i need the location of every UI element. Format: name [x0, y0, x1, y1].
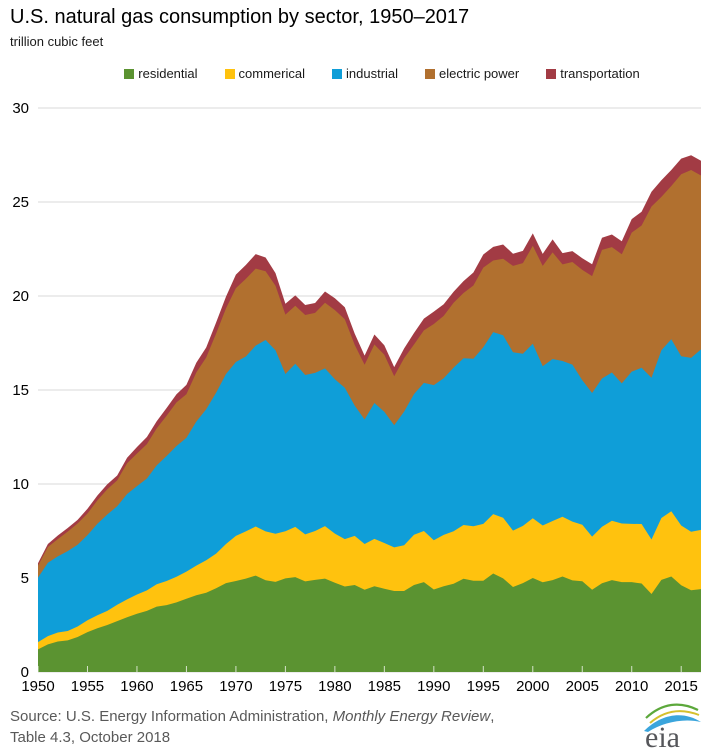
source-table: Table 4.3, October 2018 — [10, 729, 171, 746]
x-axis-label-1985: 1985 — [368, 678, 401, 695]
legend-swatch-commerical — [224, 68, 235, 79]
legend-swatch-industrial — [332, 68, 342, 79]
y-axis-label-25: 25 — [12, 194, 29, 211]
x-axis-label-2000: 2000 — [516, 678, 549, 695]
source-text: Source: U.S. Energy Information Administ… — [10, 708, 333, 725]
x-axis-label-2015: 2015 — [665, 678, 698, 695]
legend-item-commerical: commerical — [224, 66, 305, 81]
y-axis-label-20: 20 — [12, 288, 29, 305]
legend-label: residential — [138, 66, 198, 81]
legend-swatch-residential — [124, 68, 135, 79]
x-axis-label-1995: 1995 — [467, 678, 500, 695]
legend-swatch-electric-power — [425, 68, 436, 79]
eia-logo-green-arc — [645, 703, 699, 719]
x-axis-label-1955: 1955 — [71, 678, 104, 695]
legend-swatch-transportation — [546, 68, 557, 79]
x-axis-label-1950: 1950 — [21, 678, 54, 695]
eia-logo-yellow-arc — [649, 710, 700, 724]
chart-units-subtitle: trillion cubic feet — [10, 34, 104, 49]
legend-item-industrial: industrial — [332, 66, 398, 81]
y-axis-label-30: 30 — [12, 100, 29, 117]
legend-label: industrial — [346, 66, 399, 81]
x-axis-label-1965: 1965 — [170, 678, 203, 695]
legend-item-residential: residential — [124, 66, 198, 81]
x-axis-label-1980: 1980 — [318, 678, 351, 695]
y-axis-label-15: 15 — [12, 382, 29, 399]
source-citation: Source: U.S. Energy Information Administ… — [10, 708, 495, 746]
legend-item-electric-power: electric power — [425, 66, 519, 81]
area-residential — [38, 573, 701, 672]
y-axis-label-0: 0 — [21, 664, 29, 681]
eia-logo-text: eia — [645, 721, 680, 752]
legend-label: electric power — [439, 66, 520, 81]
legend-label: commerical — [238, 66, 305, 81]
chart-legend: residential commerical industrial electric … — [0, 66, 710, 81]
x-axis-label-1990: 1990 — [417, 678, 450, 695]
source-publication: Monthly Energy Review — [332, 708, 491, 725]
legend-label: transportation — [560, 66, 640, 81]
y-axis-label-5: 5 — [21, 570, 29, 587]
x-axis-label-2010: 2010 — [615, 678, 648, 695]
x-axis-label-2005: 2005 — [566, 678, 599, 695]
y-axis-label-10: 10 — [12, 476, 29, 493]
page-title: U.S. natural gas consumption by sector, … — [10, 6, 470, 28]
stacked-area-chart: 0 5 10 15 20 25 30 1950 1955 1960 1965 1970 1975 1980… — [12, 100, 701, 695]
x-axis-label-1970: 1970 — [219, 678, 252, 695]
x-axis-label-1975: 1975 — [269, 678, 302, 695]
eia-logo-blue-swoosh — [644, 715, 701, 732]
legend-item-transportation: transportation — [546, 66, 640, 81]
x-axis-label-1960: 1960 — [120, 678, 153, 695]
eia-logo: eia — [644, 703, 701, 752]
